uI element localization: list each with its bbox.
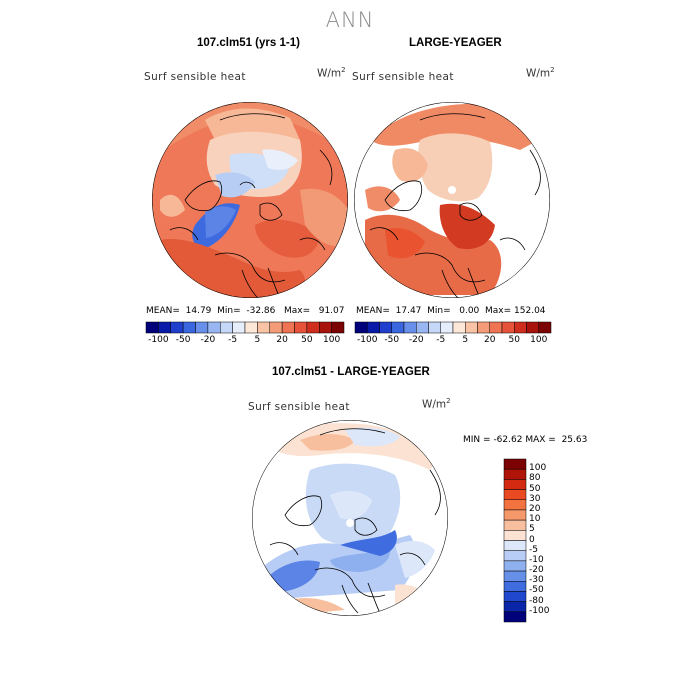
colorbar-swatch	[428, 321, 441, 334]
colorbar-tick-label: -80	[529, 595, 544, 606]
colorbar-swatch	[503, 611, 527, 623]
colorbar-swatch	[207, 321, 221, 334]
colorbar-tick-label: 5	[462, 335, 469, 345]
colorbar-tick-label: 100	[530, 335, 548, 345]
colorbar-swatch	[416, 321, 429, 334]
colorbar-swatch	[526, 321, 539, 334]
colorbar-swatch	[503, 499, 527, 511]
colorbar-swatch	[257, 321, 270, 334]
panel2-variable-label: Surf sensible heat	[352, 71, 454, 83]
colorbar-swatch	[503, 468, 527, 480]
panel1-variable-label: Surf sensible heat	[144, 71, 246, 83]
colorbar-swatch	[503, 570, 527, 582]
colorbar-swatch	[503, 550, 527, 562]
panel1-stats: MEAN= 14.79 Min= -32.86 Max= 91.07	[146, 306, 345, 316]
colorbar-tick-label: 50	[301, 335, 313, 345]
colorbar-tick-label: -100	[357, 335, 378, 345]
colorbar-tick-label: 50	[508, 335, 520, 345]
colorbar-tick-label: -20	[529, 565, 544, 576]
colorbar-swatch	[503, 489, 527, 500]
colorbar-swatch	[452, 321, 466, 334]
colorbar-tick-label: 0	[529, 534, 535, 545]
colorbar-swatch	[367, 321, 380, 334]
colorbar-swatch	[379, 321, 392, 334]
panel2-unit: W/m2	[526, 66, 555, 80]
colorbar-tick-label: 30	[529, 493, 541, 504]
colorbar-swatch	[281, 321, 295, 334]
colorbar-swatch	[403, 321, 417, 334]
colorbar-tick-label: 100	[323, 335, 341, 345]
colorbar-tick-label: 100	[529, 463, 547, 474]
panel1-colorbar	[145, 321, 345, 334]
colorbar-swatch	[503, 581, 527, 592]
colorbar-swatch	[501, 321, 515, 334]
panel1-polar-map	[152, 102, 348, 298]
colorbar-swatch	[145, 321, 159, 334]
panel2-colorbar	[354, 321, 552, 334]
colorbar-swatch	[503, 509, 527, 521]
colorbar-swatch	[319, 321, 332, 334]
colorbar-swatch	[391, 321, 405, 334]
panel1-unit: W/m2	[317, 66, 346, 80]
panel3-colorbar	[503, 458, 527, 623]
colorbar-swatch	[354, 321, 368, 334]
colorbar-swatch	[195, 321, 209, 334]
colorbar-swatch	[294, 321, 308, 334]
colorbar-tick-label: 20	[529, 503, 541, 514]
colorbar-tick-label: 10	[529, 514, 541, 525]
colorbar-tick-label: -100	[148, 335, 169, 345]
colorbar-swatch	[503, 540, 527, 551]
panel3-variable-label: Surf sensible heat	[248, 401, 350, 413]
panel3-stats: MIN = -62.62 MAX = 25.63	[463, 435, 588, 445]
colorbar-swatch	[244, 321, 258, 334]
colorbar-swatch	[503, 479, 527, 490]
colorbar-swatch	[477, 321, 490, 334]
panel3-title: 107.clm51 - LARGE-YEAGER	[272, 366, 430, 378]
colorbar-tick-label: -50	[384, 335, 400, 345]
colorbar-tick-label: -5	[436, 335, 446, 345]
colorbar-tick-label: -20	[200, 335, 216, 345]
colorbar-swatch	[538, 321, 552, 334]
colorbar-swatch	[269, 321, 283, 334]
colorbar-swatch	[232, 321, 246, 334]
colorbar-swatch	[503, 591, 527, 602]
colorbar-swatch	[158, 321, 171, 334]
colorbar-swatch	[503, 601, 527, 613]
colorbar-swatch	[503, 560, 527, 572]
colorbar-tick-label: 20	[276, 335, 288, 345]
colorbar-swatch	[503, 519, 527, 531]
panel2-polar-map	[354, 102, 550, 298]
panel3-unit: W/m2	[422, 397, 451, 411]
colorbar-tick-label: -50	[529, 585, 544, 596]
colorbar-tick-label: -10	[529, 554, 544, 565]
colorbar-swatch	[331, 321, 345, 334]
panel2-title: LARGE-YEAGER	[409, 37, 502, 49]
colorbar-swatch	[440, 321, 454, 334]
colorbar-swatch	[170, 321, 184, 334]
colorbar-tick-label: 5	[254, 335, 261, 345]
colorbar-swatch	[489, 321, 503, 334]
colorbar-tick-label: 20	[484, 335, 496, 345]
colorbar-swatch	[503, 530, 527, 541]
colorbar-swatch	[503, 458, 527, 470]
colorbar-tick-label: -30	[529, 575, 544, 586]
colorbar-tick-label: -5	[228, 335, 238, 345]
colorbar-tick-label: 80	[529, 473, 541, 484]
colorbar-swatch	[306, 321, 320, 334]
colorbar-tick-label: -20	[408, 335, 424, 345]
colorbar-tick-label: 5	[529, 524, 535, 535]
colorbar-tick-label: -5	[529, 544, 538, 555]
main-title: ANN	[325, 8, 375, 32]
colorbar-swatch	[182, 321, 196, 334]
colorbar-swatch	[514, 321, 527, 334]
panel2-stats: MEAN= 17.47 Min= 0.00 Max= 152.04	[356, 306, 546, 316]
colorbar-tick-label: 50	[529, 483, 541, 494]
colorbar-swatch	[220, 321, 233, 334]
panel3-polar-map	[252, 420, 448, 616]
colorbar-tick-label: -100	[529, 605, 550, 616]
panel1-title: 107.clm51 (yrs 1-1)	[197, 37, 300, 49]
colorbar-tick-label: -50	[175, 335, 191, 345]
colorbar-swatch	[465, 321, 478, 334]
